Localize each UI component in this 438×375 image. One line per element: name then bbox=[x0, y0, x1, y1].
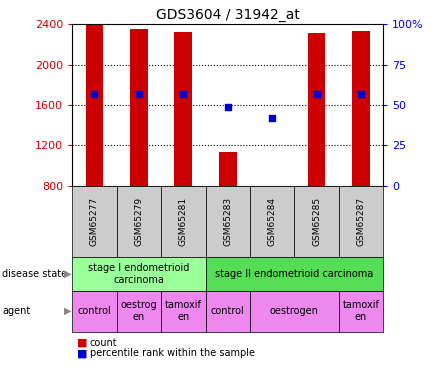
Text: GSM65284: GSM65284 bbox=[268, 197, 277, 246]
Text: tamoxif
en: tamoxif en bbox=[343, 300, 379, 322]
Point bbox=[224, 104, 231, 110]
Text: ▶: ▶ bbox=[64, 306, 72, 316]
Text: GSM65277: GSM65277 bbox=[90, 196, 99, 246]
Text: control: control bbox=[78, 306, 111, 316]
Text: ▶: ▶ bbox=[64, 269, 72, 279]
Text: count: count bbox=[90, 338, 117, 348]
Bar bbox=[72, 186, 117, 257]
Text: stage I endometrioid
carcinoma: stage I endometrioid carcinoma bbox=[88, 263, 190, 285]
Text: GSM65279: GSM65279 bbox=[134, 196, 143, 246]
Bar bbox=[205, 291, 250, 332]
Bar bbox=[174, 33, 192, 186]
Text: GSM65287: GSM65287 bbox=[357, 196, 366, 246]
Bar bbox=[130, 29, 148, 186]
Bar bbox=[308, 33, 325, 186]
Text: GSM65281: GSM65281 bbox=[179, 196, 188, 246]
Text: tamoxif
en: tamoxif en bbox=[165, 300, 202, 322]
Text: control: control bbox=[211, 306, 245, 316]
Point bbox=[313, 91, 320, 97]
Point bbox=[91, 91, 98, 97]
Bar bbox=[250, 291, 339, 332]
Bar bbox=[72, 257, 205, 291]
Text: ■: ■ bbox=[77, 338, 87, 348]
Bar bbox=[205, 186, 250, 257]
Bar bbox=[205, 257, 383, 291]
Bar bbox=[117, 291, 161, 332]
Text: stage II endometrioid carcinoma: stage II endometrioid carcinoma bbox=[215, 269, 374, 279]
Text: disease state: disease state bbox=[2, 269, 67, 279]
Bar bbox=[161, 186, 205, 257]
Point bbox=[268, 115, 276, 121]
Title: GDS3604 / 31942_at: GDS3604 / 31942_at bbox=[156, 8, 300, 22]
Bar bbox=[339, 291, 383, 332]
Point bbox=[357, 91, 364, 97]
Bar bbox=[161, 291, 205, 332]
Bar bbox=[72, 291, 117, 332]
Bar bbox=[85, 24, 103, 186]
Bar bbox=[219, 152, 237, 186]
Bar bbox=[117, 186, 161, 257]
Point bbox=[180, 91, 187, 97]
Point bbox=[135, 91, 142, 97]
Text: GSM65285: GSM65285 bbox=[312, 196, 321, 246]
Text: oestrogen: oestrogen bbox=[270, 306, 319, 316]
Text: oestrog
en: oestrog en bbox=[120, 300, 157, 322]
Text: agent: agent bbox=[2, 306, 30, 316]
Text: GSM65283: GSM65283 bbox=[223, 196, 232, 246]
Bar bbox=[339, 186, 383, 257]
Bar bbox=[250, 186, 294, 257]
Bar bbox=[294, 186, 339, 257]
Bar bbox=[352, 32, 370, 186]
Text: percentile rank within the sample: percentile rank within the sample bbox=[90, 348, 255, 358]
Text: ■: ■ bbox=[77, 348, 87, 358]
